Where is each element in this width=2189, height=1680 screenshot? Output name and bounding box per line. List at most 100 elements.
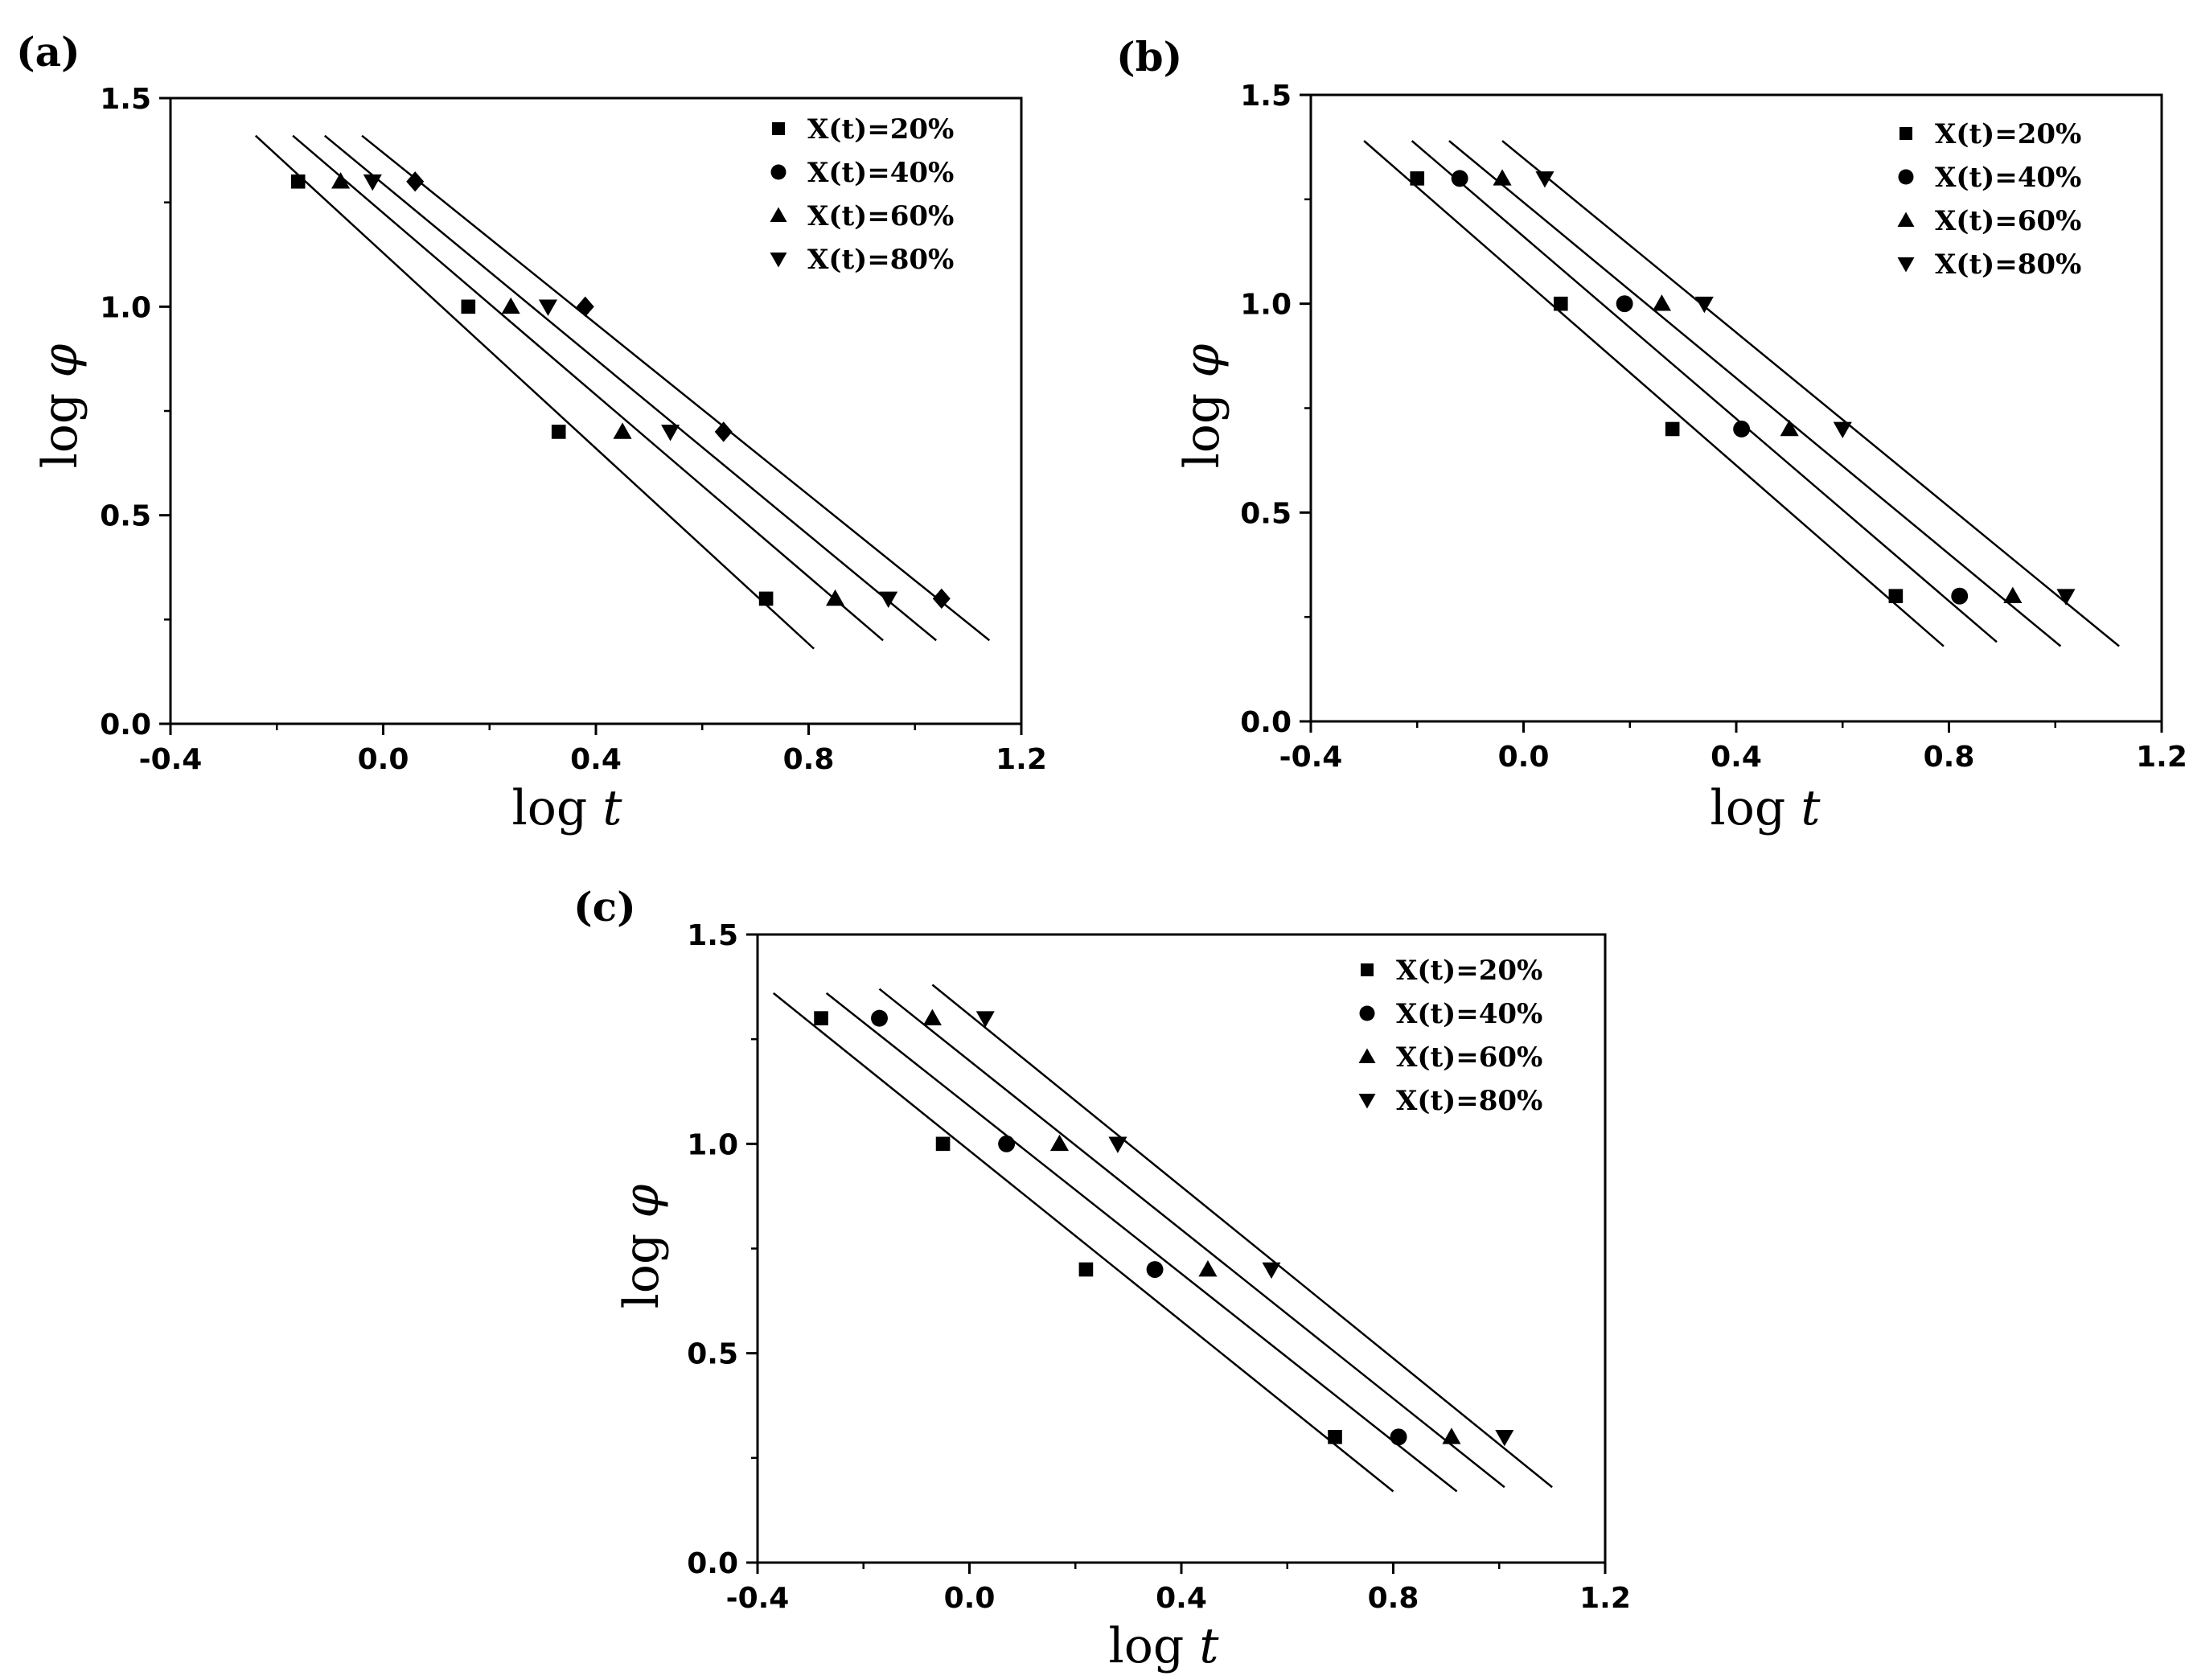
fit-line bbox=[292, 134, 884, 642]
data-point-triangle-down bbox=[2056, 589, 2076, 606]
data-point-triangle-up bbox=[826, 589, 845, 606]
data-point-triangle-up bbox=[1652, 294, 1671, 311]
data-point-triangle-up bbox=[1493, 169, 1512, 186]
x-tick-label: 0.8 bbox=[783, 743, 835, 776]
y-tick-label: 1.5 bbox=[1240, 80, 1292, 113]
legend-marker-circle bbox=[770, 164, 786, 180]
legend-marker-triangle-up bbox=[770, 207, 787, 222]
panel-label: (b) bbox=[1116, 33, 1182, 80]
data-point-triangle-down bbox=[661, 425, 680, 442]
x-tick-label: 0.4 bbox=[1156, 1582, 1207, 1615]
legend-marker-square bbox=[772, 122, 785, 135]
legend-label: X(t)=40% bbox=[807, 157, 954, 189]
legend-marker-circle bbox=[1359, 1005, 1375, 1021]
data-point-triangle-up bbox=[613, 422, 632, 439]
data-point-triangle-up bbox=[1442, 1427, 1461, 1444]
x-axis-label: log t bbox=[512, 780, 623, 836]
y-tick-label: 1.0 bbox=[687, 1128, 738, 1161]
data-point-circle bbox=[1390, 1428, 1407, 1446]
legend-marker-triangle-down bbox=[1358, 1094, 1376, 1109]
data-point-triangle-down bbox=[1535, 171, 1554, 188]
data-point-square bbox=[1665, 421, 1680, 437]
y-tick-label: 0.0 bbox=[687, 1547, 738, 1580]
legend-label: X(t)=40% bbox=[1396, 998, 1542, 1030]
panel-label: (a) bbox=[16, 28, 80, 76]
x-tick-label: 0.0 bbox=[358, 743, 409, 776]
data-point-triangle-up bbox=[501, 297, 520, 314]
data-point-triangle-down bbox=[1108, 1136, 1127, 1153]
data-point-triangle-down bbox=[363, 174, 382, 191]
y-tick-label: 1.0 bbox=[1240, 289, 1292, 322]
x-tick-label: 1.2 bbox=[996, 743, 1047, 776]
data-point-square bbox=[758, 591, 774, 606]
y-tick-label: 0.0 bbox=[100, 709, 151, 741]
data-point-square bbox=[935, 1136, 951, 1152]
data-point-triangle-up bbox=[1198, 1259, 1218, 1277]
y-tick-label: 0.5 bbox=[1240, 497, 1292, 530]
data-point-circle bbox=[1451, 170, 1468, 187]
data-point-circle bbox=[1616, 295, 1633, 313]
fit-line bbox=[878, 988, 1505, 1489]
x-tick-label: 1.2 bbox=[2136, 741, 2187, 774]
legend-label: X(t)=80% bbox=[1935, 249, 2081, 281]
legend-label: X(t)=20% bbox=[1935, 118, 2081, 150]
data-point-square bbox=[461, 299, 476, 314]
x-tick-label: 1.2 bbox=[1579, 1582, 1631, 1615]
legend-label: X(t)=80% bbox=[807, 244, 954, 276]
y-axis-label: log φ bbox=[614, 1185, 670, 1309]
fit-line bbox=[1411, 140, 1998, 643]
y-axis-label: log φ bbox=[1174, 344, 1230, 469]
data-point-triangle-down bbox=[538, 299, 558, 316]
data-point-square bbox=[551, 425, 566, 439]
legend-marker-square bbox=[1899, 127, 1912, 140]
x-tick-label: 0.4 bbox=[570, 743, 622, 776]
legend-label: X(t)=40% bbox=[1935, 162, 2081, 194]
data-point-triangle-down bbox=[1694, 296, 1714, 314]
data-point-diamond bbox=[576, 296, 594, 317]
fit-line bbox=[1448, 140, 2062, 647]
x-tick-label: -0.4 bbox=[726, 1582, 790, 1615]
data-point-square bbox=[814, 1011, 828, 1025]
fit-line bbox=[772, 992, 1394, 1493]
legend-label: X(t)=60% bbox=[1396, 1041, 1542, 1074]
legend-label: X(t)=20% bbox=[1396, 955, 1542, 987]
legend-marker-triangle-up bbox=[1358, 1048, 1376, 1063]
fit-line bbox=[931, 984, 1553, 1489]
data-point-circle bbox=[1951, 587, 1969, 605]
y-tick-label: 0.5 bbox=[687, 1338, 738, 1371]
plot-frame bbox=[169, 97, 1023, 725]
data-point-diamond bbox=[932, 588, 951, 610]
legend-label: X(t)=60% bbox=[1935, 205, 2081, 237]
data-point-diamond bbox=[714, 421, 733, 442]
x-tick-label: -0.4 bbox=[139, 743, 203, 776]
x-tick-label: 0.0 bbox=[944, 1582, 996, 1615]
data-point-triangle-up bbox=[331, 172, 351, 189]
data-point-triangle-up bbox=[1780, 419, 1799, 437]
fit-line bbox=[1501, 140, 2120, 647]
legend-marker-triangle-down bbox=[770, 253, 787, 268]
legend-marker-triangle-up bbox=[1897, 212, 1915, 227]
fit-line bbox=[825, 992, 1458, 1493]
x-axis-label: log t bbox=[1109, 1618, 1220, 1674]
data-point-circle bbox=[1733, 421, 1751, 437]
data-point-square bbox=[1888, 589, 1904, 603]
data-point-triangle-down bbox=[1262, 1262, 1281, 1280]
y-axis-label: log φ bbox=[32, 344, 88, 469]
y-tick-label: 1.5 bbox=[100, 83, 151, 116]
data-point-square bbox=[1553, 296, 1568, 311]
legend-marker-triangle-down bbox=[1897, 257, 1915, 273]
data-point-triangle-down bbox=[879, 591, 898, 608]
x-tick-label: 0.8 bbox=[1924, 741, 1975, 774]
panel-label: (c) bbox=[573, 883, 636, 930]
x-tick-label: -0.4 bbox=[1279, 741, 1343, 774]
data-point-square bbox=[1410, 171, 1425, 186]
data-point-square bbox=[1328, 1430, 1342, 1444]
data-point-triangle-up bbox=[2003, 586, 2023, 603]
legend-label: X(t)=20% bbox=[807, 113, 954, 146]
data-point-circle bbox=[1146, 1261, 1164, 1278]
x-tick-label: 0.0 bbox=[1498, 741, 1550, 774]
